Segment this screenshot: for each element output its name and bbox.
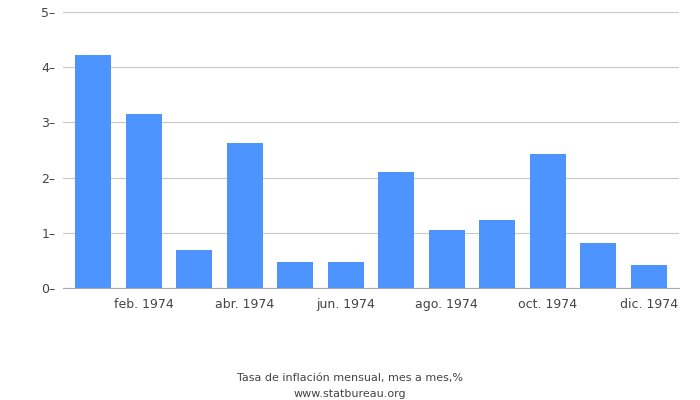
Bar [580,243,617,288]
Bar [631,265,667,288]
Bar [227,143,263,288]
Bar [75,55,111,288]
Bar [277,262,314,288]
Bar [378,172,414,288]
Text: www.statbureau.org: www.statbureau.org [294,389,406,399]
Bar [176,250,213,288]
Bar [529,154,566,288]
Bar [479,220,515,288]
Text: Tasa de inflación mensual, mes a mes,%: Tasa de inflación mensual, mes a mes,% [237,373,463,383]
Bar [328,262,364,288]
Bar [428,230,465,288]
Bar [125,114,162,288]
